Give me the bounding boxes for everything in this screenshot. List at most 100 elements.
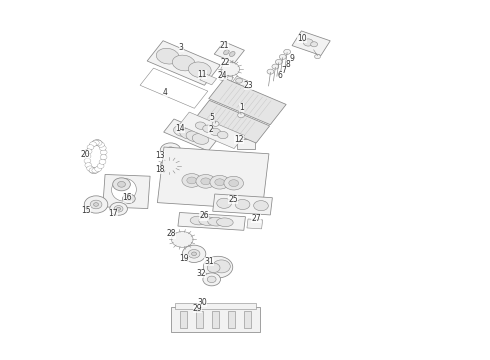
Text: 29: 29 — [193, 304, 202, 313]
Circle shape — [95, 140, 102, 145]
Ellipse shape — [190, 216, 207, 225]
Circle shape — [172, 231, 193, 247]
Circle shape — [84, 158, 91, 163]
Text: 16: 16 — [122, 194, 132, 202]
Ellipse shape — [208, 217, 224, 226]
Circle shape — [92, 168, 98, 173]
Circle shape — [110, 202, 127, 215]
Polygon shape — [103, 175, 150, 208]
Text: 23: 23 — [244, 81, 253, 90]
Ellipse shape — [215, 179, 224, 186]
Text: 18: 18 — [155, 165, 165, 174]
Circle shape — [94, 203, 98, 206]
Ellipse shape — [180, 128, 196, 139]
Circle shape — [315, 54, 320, 59]
Text: 17: 17 — [108, 210, 118, 218]
Ellipse shape — [218, 131, 228, 139]
Ellipse shape — [229, 51, 235, 57]
Text: 7: 7 — [282, 66, 287, 75]
Circle shape — [87, 166, 94, 171]
Text: 11: 11 — [197, 70, 207, 79]
Text: 2: 2 — [208, 125, 213, 134]
Circle shape — [207, 276, 216, 283]
Circle shape — [267, 69, 274, 74]
Polygon shape — [175, 303, 256, 309]
Circle shape — [99, 145, 106, 150]
Circle shape — [100, 150, 107, 155]
Circle shape — [279, 54, 286, 59]
Circle shape — [90, 142, 97, 147]
Polygon shape — [237, 139, 255, 149]
Text: 19: 19 — [179, 254, 189, 263]
Text: 28: 28 — [167, 230, 176, 239]
Circle shape — [236, 78, 243, 83]
Ellipse shape — [172, 55, 195, 71]
Ellipse shape — [254, 201, 269, 211]
Polygon shape — [228, 311, 235, 328]
Circle shape — [177, 235, 188, 243]
Ellipse shape — [223, 50, 229, 55]
Polygon shape — [196, 311, 203, 328]
Circle shape — [90, 200, 102, 209]
Circle shape — [114, 206, 123, 212]
Circle shape — [166, 147, 175, 154]
Ellipse shape — [196, 175, 216, 188]
Polygon shape — [212, 311, 219, 328]
Circle shape — [160, 159, 178, 172]
Circle shape — [275, 59, 282, 64]
Circle shape — [165, 162, 173, 169]
Circle shape — [225, 66, 235, 73]
Ellipse shape — [199, 217, 216, 225]
Ellipse shape — [210, 175, 229, 189]
Circle shape — [221, 62, 240, 76]
Text: 6: 6 — [278, 71, 283, 80]
Polygon shape — [200, 73, 217, 85]
Text: 24: 24 — [217, 71, 227, 80]
Circle shape — [238, 113, 245, 118]
Circle shape — [213, 260, 230, 273]
Circle shape — [212, 121, 219, 126]
Text: 30: 30 — [197, 298, 207, 307]
Text: 32: 32 — [196, 269, 206, 278]
Circle shape — [284, 49, 291, 54]
Text: 26: 26 — [199, 211, 209, 220]
Text: 14: 14 — [175, 124, 185, 133]
Circle shape — [93, 140, 99, 145]
Circle shape — [87, 145, 94, 150]
Circle shape — [192, 252, 196, 256]
Circle shape — [118, 181, 125, 187]
Polygon shape — [178, 212, 245, 230]
Circle shape — [113, 178, 130, 191]
Polygon shape — [292, 31, 330, 55]
Circle shape — [126, 197, 132, 201]
Circle shape — [188, 249, 200, 258]
Polygon shape — [214, 42, 245, 63]
Ellipse shape — [188, 62, 211, 78]
Circle shape — [100, 154, 107, 159]
Polygon shape — [209, 78, 286, 125]
Text: 20: 20 — [80, 150, 90, 158]
Ellipse shape — [235, 199, 250, 210]
Polygon shape — [232, 76, 248, 86]
Circle shape — [95, 166, 101, 171]
Text: 27: 27 — [251, 213, 261, 222]
Ellipse shape — [203, 125, 213, 132]
Ellipse shape — [217, 198, 231, 208]
Circle shape — [97, 163, 104, 168]
Ellipse shape — [192, 134, 209, 144]
Polygon shape — [179, 112, 245, 149]
Ellipse shape — [182, 174, 201, 187]
Polygon shape — [164, 119, 219, 151]
Polygon shape — [147, 41, 220, 85]
Text: 12: 12 — [234, 135, 244, 144]
Text: 8: 8 — [286, 60, 291, 69]
Polygon shape — [171, 307, 260, 332]
Polygon shape — [247, 219, 263, 229]
Circle shape — [272, 64, 279, 69]
Ellipse shape — [210, 128, 221, 136]
Circle shape — [117, 207, 121, 210]
Text: 4: 4 — [163, 88, 168, 97]
Text: 10: 10 — [297, 33, 307, 42]
Text: 21: 21 — [220, 41, 229, 50]
Ellipse shape — [229, 180, 239, 186]
